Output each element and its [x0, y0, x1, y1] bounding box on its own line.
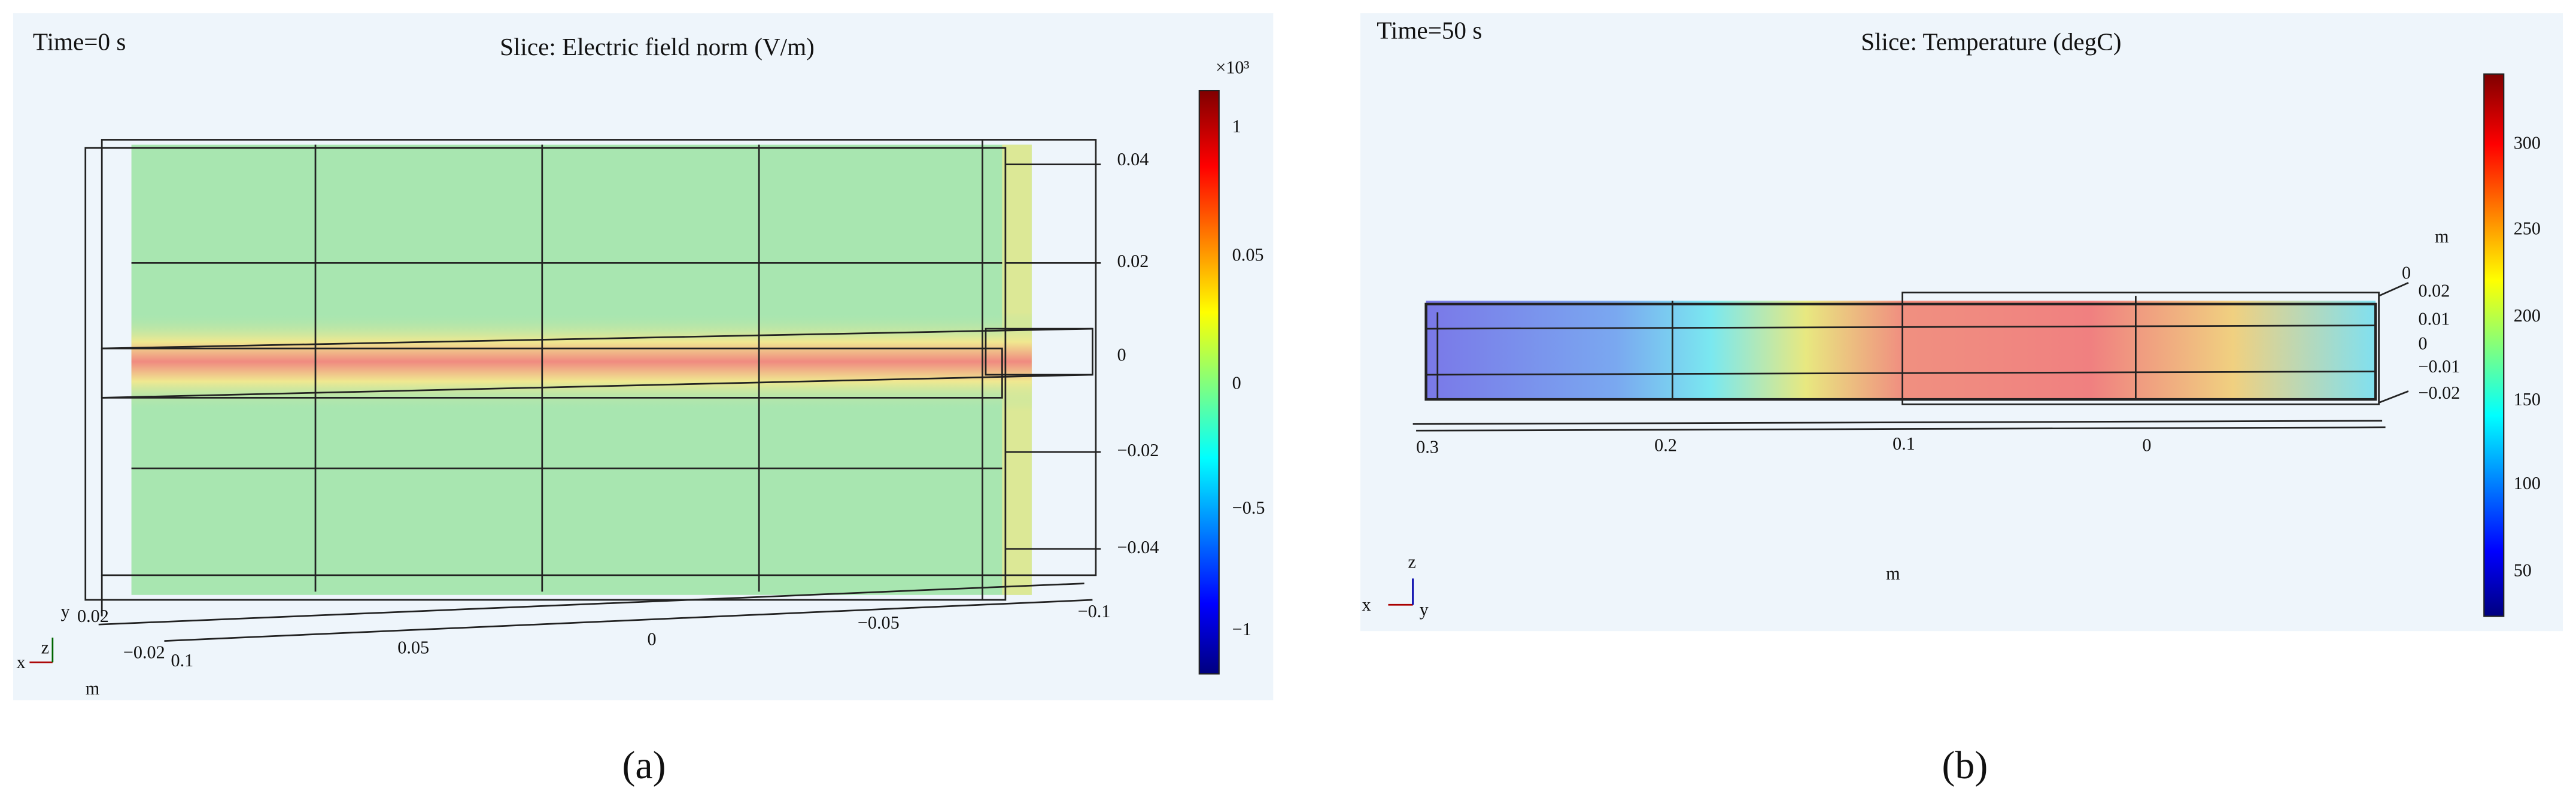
colorbar [2483, 73, 2505, 617]
colorbar-tick: 250 [2514, 218, 2541, 238]
time-label: Time=50 s [1377, 16, 1482, 44]
axis-tick: −0.02 [1117, 440, 1159, 460]
axis-tick: 0.02 [77, 606, 109, 626]
field-band [131, 312, 1032, 411]
caption: (b) [1942, 744, 1988, 787]
wireframe [84, 139, 1101, 642]
panel-a: Time=0 s Slice: Electric field norm (V/m… [13, 13, 1274, 787]
triad-label: y [61, 601, 70, 621]
colorbar-multiplier: ×10³ [1216, 57, 1249, 77]
axis-tick: 0 [2418, 333, 2427, 353]
axis-tick: 0.02 [1117, 251, 1149, 271]
axis-tick: 0 [2142, 435, 2151, 456]
axis-tick: −0.02 [2418, 383, 2460, 403]
colorbar-tick: 50 [2514, 560, 2532, 580]
axis-tick: 0.01 [2418, 308, 2450, 329]
axis-tick: −0.02 [123, 642, 165, 663]
axis-tick: 0.1 [171, 650, 193, 671]
axis-tick: 0.02 [2418, 281, 2450, 301]
panel-b: Time=50 s Slice: Temperature (degC) 300 … [1360, 13, 2563, 787]
colorbar-tick: −1 [1232, 619, 1251, 639]
axis-tick: −0.05 [858, 612, 900, 633]
axis-tick: 0.3 [1416, 436, 1439, 457]
unit-label: m [86, 678, 100, 699]
unit-label: m [1886, 563, 1900, 584]
axis-tick: 0.05 [397, 637, 429, 657]
colorbar-tick: 0 [1232, 372, 1241, 393]
colorbar-tick: 300 [2514, 133, 2541, 153]
axis-tick: 0 [1117, 345, 1126, 365]
axis-tick: −0.1 [1078, 601, 1111, 621]
plot-title: Slice: Electric field norm (V/m) [500, 33, 815, 61]
unit-label: m [2435, 226, 2449, 247]
triad-label: y [1420, 599, 1429, 620]
axis-tick: 0 [2402, 262, 2411, 283]
time-label: Time=0 s [33, 28, 126, 56]
colorbar-tick: −0.5 [1232, 497, 1265, 518]
axis-triad: x y z [16, 601, 69, 672]
colorbar-tick: 150 [2514, 389, 2541, 409]
axis-tick: 0 [647, 629, 656, 650]
axis-tick: 0.04 [1117, 149, 1149, 169]
triad-label: x [1362, 594, 1371, 615]
caption: (a) [622, 744, 666, 787]
colorbar-tick: 100 [2514, 473, 2541, 493]
axis-tick: 0.1 [1892, 433, 1915, 454]
colorbar [1198, 89, 1220, 675]
triad-label: z [1408, 552, 1415, 572]
temperature-slice [1426, 301, 2376, 400]
axis-tick: −0.04 [1117, 537, 1159, 557]
triad-label: x [16, 652, 25, 672]
colorbar-tick: 1 [1232, 116, 1241, 136]
colorbar-tick: 200 [2514, 305, 2541, 326]
triad-label: z [41, 637, 49, 657]
wireframe [1412, 281, 2409, 432]
colorbar-tick: 0.05 [1232, 244, 1264, 265]
axis-tick: 0.2 [1654, 435, 1677, 456]
axis-triad: z x y [1362, 552, 1429, 620]
axis-tick: −0.01 [2418, 356, 2460, 377]
plot-title: Slice: Temperature (degC) [1861, 28, 2121, 56]
